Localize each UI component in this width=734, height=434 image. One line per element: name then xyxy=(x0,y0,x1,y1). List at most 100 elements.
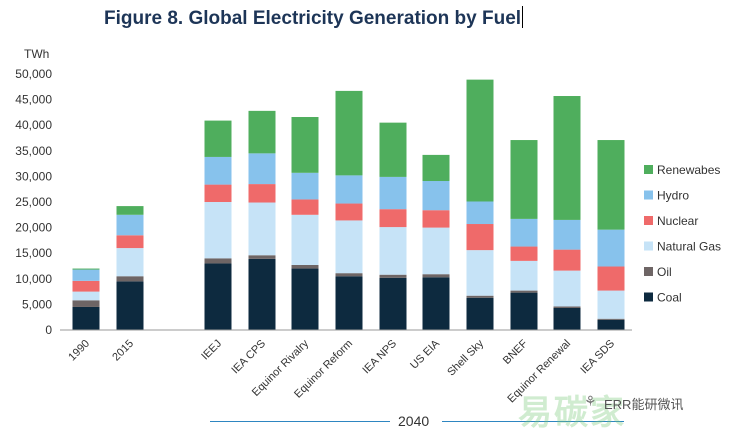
y-tick-label: 5,000 xyxy=(22,297,52,311)
bar-segment-renewabes xyxy=(379,122,407,177)
bar-segment-oil xyxy=(510,290,538,293)
bar-segment-natural-gas xyxy=(422,227,450,275)
bar-segment-oil xyxy=(291,264,319,269)
bar-segment-natural-gas xyxy=(291,214,319,265)
category-label: IEA SDS xyxy=(578,338,617,377)
bar-segment-oil xyxy=(335,273,363,277)
legend-swatch-renewabes xyxy=(644,165,653,174)
bar-segment-oil xyxy=(379,274,407,278)
legend-label: Oil xyxy=(657,265,672,279)
bar-segment-natural-gas xyxy=(553,270,581,307)
chart-title-text: Figure 8. Global Electricity Generation … xyxy=(104,8,522,29)
category-label: IEEJ xyxy=(199,338,224,363)
bar-segment-nuclear xyxy=(553,249,581,271)
bar-segment-oil xyxy=(248,255,276,259)
bar-segment-natural-gas xyxy=(116,248,144,277)
bar-segment-renewabes xyxy=(510,140,538,219)
bar-segment-natural-gas xyxy=(335,220,363,274)
bar-segment-natural-gas xyxy=(510,260,538,291)
bar-segment-coal xyxy=(597,319,625,330)
category-label: IEA NPS xyxy=(360,338,399,377)
legend-swatch-oil xyxy=(644,267,653,276)
watermark-text: ERR能研微讯 xyxy=(604,397,684,412)
bar-segment-hydro xyxy=(116,214,144,236)
category-label: IEA CPS xyxy=(229,338,268,377)
bar-segment-natural-gas xyxy=(466,250,494,296)
legend-label: Renewabes xyxy=(657,163,720,177)
legend-label: Coal xyxy=(657,291,682,305)
legend-swatch-natural-gas xyxy=(644,241,653,251)
y-tick-label: 35,000 xyxy=(15,144,52,158)
bar-segment-nuclear xyxy=(379,209,407,228)
bar-segment-nuclear xyxy=(422,210,450,228)
bar-segment-renewabes xyxy=(553,96,581,220)
bar-segment-renewabes xyxy=(204,120,232,157)
bar-segment-nuclear xyxy=(72,280,100,292)
y-tick-label: 50,000 xyxy=(15,67,52,81)
legend-label: Natural Gas xyxy=(657,240,721,254)
y-tick-label: 20,000 xyxy=(15,221,52,235)
bar-segment-oil xyxy=(204,258,232,264)
bar-segment-renewabes xyxy=(291,117,319,173)
bar-segment-coal xyxy=(553,307,581,330)
bar-segment-nuclear xyxy=(466,224,494,251)
category-label: 1990 xyxy=(66,338,92,364)
y-tick-label: 15,000 xyxy=(15,246,52,260)
bar-segment-natural-gas xyxy=(597,290,625,319)
category-label: Shell Sky xyxy=(445,337,486,378)
bar-segment-hydro xyxy=(204,156,232,185)
bar-segment-hydro xyxy=(510,218,538,247)
bar-segment-coal xyxy=(510,292,538,330)
bar-segment-hydro xyxy=(335,175,363,204)
bar-segment-renewabes xyxy=(72,268,100,270)
y-tick-label: 30,000 xyxy=(15,169,52,183)
bar-segment-renewabes xyxy=(422,154,450,182)
period-line-left xyxy=(210,421,390,422)
bar-segment-coal xyxy=(335,276,363,330)
bar-segment-natural-gas xyxy=(72,291,100,301)
bar-segment-coal xyxy=(291,268,319,330)
bar-segment-hydro xyxy=(72,269,100,281)
bar-segment-oil xyxy=(72,300,100,307)
bar-segment-natural-gas xyxy=(379,227,407,275)
legend-swatch-hydro xyxy=(644,190,653,200)
bar-segment-oil xyxy=(422,274,450,278)
bar-segment-natural-gas xyxy=(248,202,276,256)
bar-segment-oil xyxy=(597,318,625,320)
bar-segment-nuclear xyxy=(204,184,232,202)
bar-segment-hydro xyxy=(422,181,450,211)
bar-segment-coal xyxy=(248,258,276,330)
category-label: US EIA xyxy=(408,337,442,371)
bar-segment-hydro xyxy=(466,201,494,225)
bar-segment-hydro xyxy=(291,172,319,200)
chart-title: Figure 8. Global Electricity Generation … xyxy=(104,6,524,30)
bar-segment-oil xyxy=(553,306,581,308)
text-cursor xyxy=(522,6,524,28)
bar-segment-nuclear xyxy=(116,235,144,249)
bar-segment-coal xyxy=(204,263,232,330)
bar-segment-hydro xyxy=(248,153,276,185)
bar-segment-renewabes xyxy=(116,206,144,215)
bar-segment-oil xyxy=(116,276,144,282)
bar-segment-nuclear xyxy=(291,199,319,215)
watermark-icon: ⚘ xyxy=(584,393,597,409)
legend-label: Hydro xyxy=(657,189,689,203)
legend-swatch-nuclear xyxy=(644,216,653,225)
category-label: BNEF xyxy=(501,337,530,366)
bar-segment-coal xyxy=(466,297,494,330)
legend-label: Nuclear xyxy=(657,214,698,228)
y-axis-unit: TWh xyxy=(24,47,50,61)
bar-segment-nuclear xyxy=(248,184,276,203)
y-tick-label: 25,000 xyxy=(15,195,52,209)
bar-segment-coal xyxy=(72,306,100,330)
bar-segment-coal xyxy=(422,277,450,330)
bar-segment-natural-gas xyxy=(204,202,232,259)
watermark-brand: 易碳家 xyxy=(518,394,626,432)
bar-segment-nuclear xyxy=(510,246,538,261)
bar-segment-hydro xyxy=(597,229,625,267)
y-tick-label: 0 xyxy=(45,323,52,337)
bar-segment-renewabes xyxy=(597,140,625,230)
bar-segment-renewabes xyxy=(466,79,494,202)
